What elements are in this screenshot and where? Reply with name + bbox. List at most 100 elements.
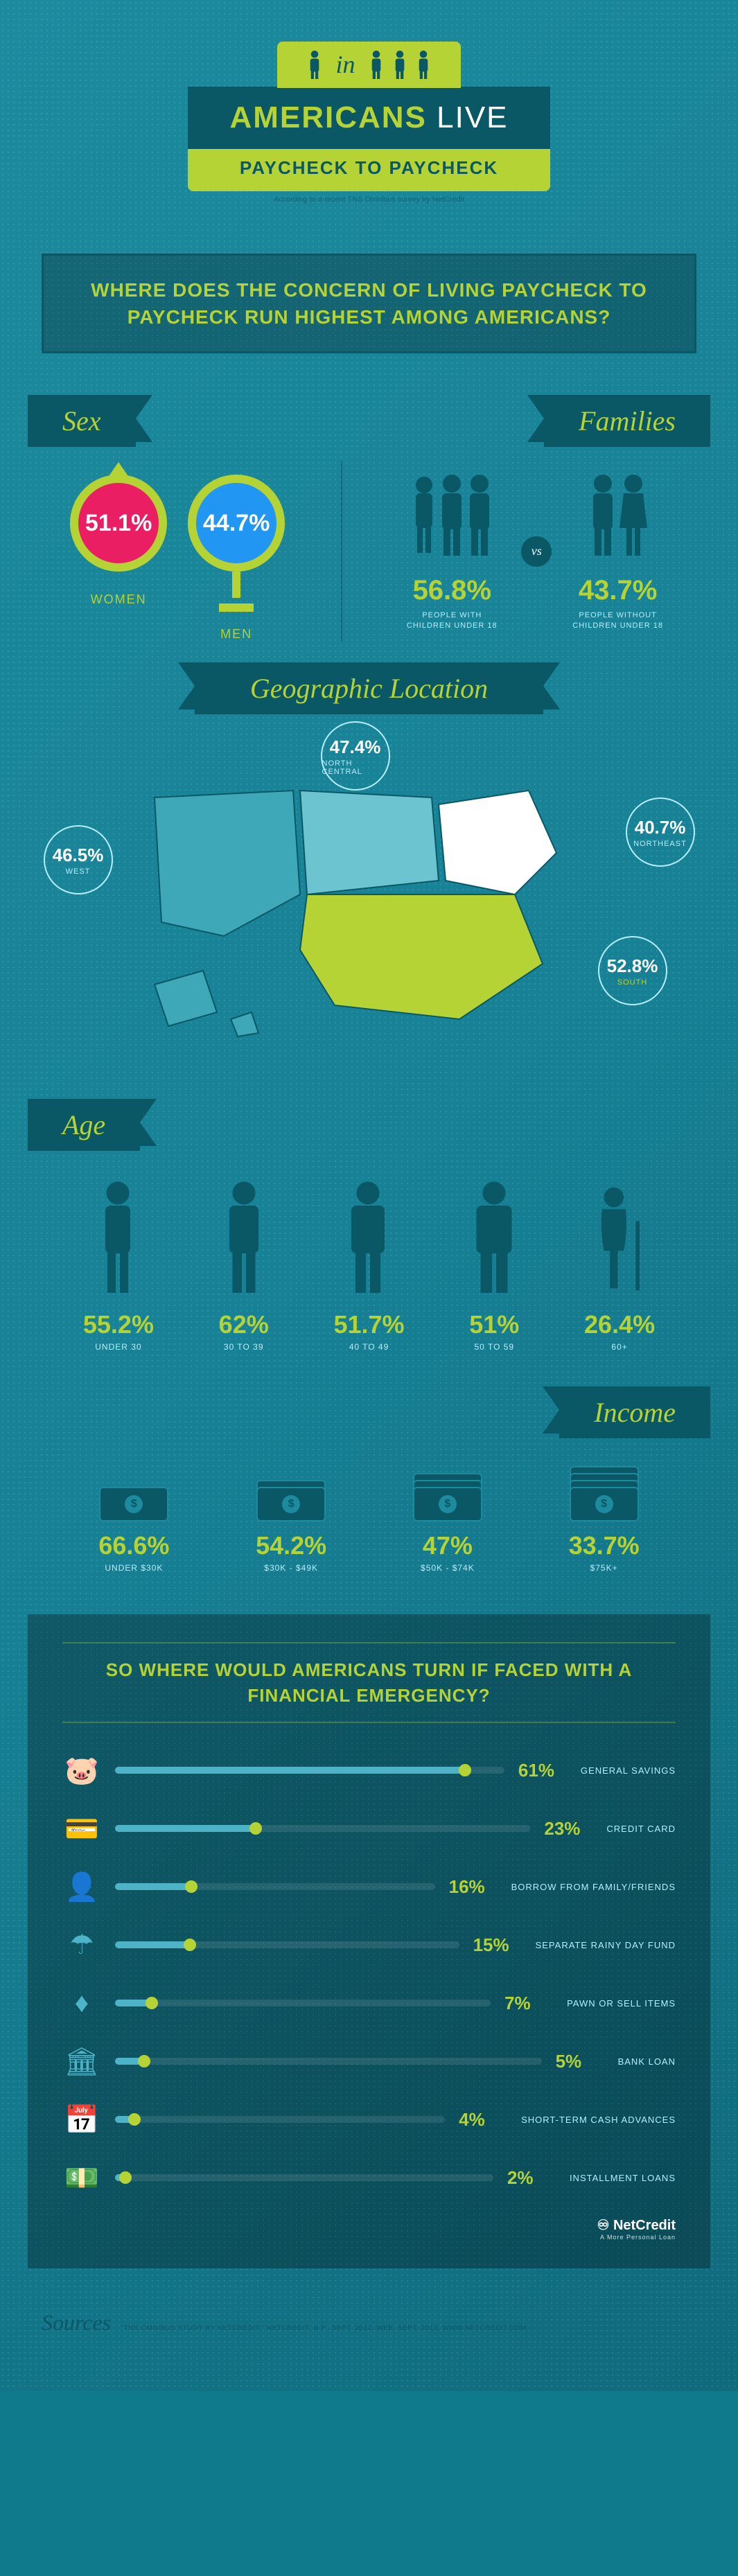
- age-item: 51% 50 TO 59: [459, 1179, 529, 1352]
- people-icons: in: [305, 50, 432, 79]
- person-icon: [390, 50, 410, 79]
- families-without-label: PEOPLE WITHOUTCHILDREN UNDER 18: [572, 610, 663, 632]
- badge-sub: PAYCHECK TO PAYCHECK: [188, 149, 550, 191]
- income-item: 33.7% $75K+: [569, 1466, 640, 1573]
- money-icon: [98, 1466, 169, 1521]
- bar-fill: [115, 2058, 145, 2065]
- bar-row: ♦ 7% PAWN OR SELL ITEMS: [62, 1984, 676, 2022]
- age-item: 26.4% 60+: [584, 1179, 655, 1352]
- usa-map: [127, 756, 612, 1047]
- couple-silhouette: [572, 471, 663, 568]
- bar-row: 📅 4% SHORT-TERM CASH ADVANCES: [62, 2100, 676, 2139]
- person-icon: [305, 50, 324, 79]
- bar-label: SHORT-TERM CASH ADVANCES: [521, 2115, 676, 2125]
- bar-pct: 16%: [449, 1876, 498, 1898]
- infographic-root: in AMERICANS LIVE PAYCHECK TO PAYCHECK A…: [0, 0, 738, 2391]
- calendar-icon: 📅: [62, 2100, 101, 2139]
- bar-pct: 15%: [473, 1934, 522, 1956]
- bar-track: [115, 2058, 542, 2065]
- bar-track: [115, 2116, 445, 2123]
- diamond-icon: ♦: [62, 1984, 101, 2022]
- section-families: Families: [544, 395, 710, 447]
- title-live: LIVE: [437, 100, 508, 134]
- sex-women: 51.1% WOMEN: [70, 475, 167, 642]
- bar-fill: [115, 2000, 152, 2006]
- bar-track: [115, 2000, 491, 2006]
- bar-track: [115, 1767, 504, 1774]
- content-wrap: in AMERICANS LIVE PAYCHECK TO PAYCHECK A…: [0, 0, 738, 2349]
- map-wrap: 46.5%WEST 47.4%NORTH CENTRAL 40.7%NORTHE…: [127, 756, 612, 1050]
- women-label: WOMEN: [70, 592, 167, 607]
- bar-label: SEPARATE RAINY DAY FUND: [536, 1940, 676, 1950]
- bar-label: BANK LOAN: [618, 2056, 676, 2067]
- umbrella-icon: ☂: [62, 1925, 101, 1964]
- bar-pct: 5%: [556, 2051, 604, 2072]
- person-icon: 👤: [62, 1867, 101, 1906]
- title-badge: in AMERICANS LIVE PAYCHECK TO PAYCHECK A…: [188, 42, 550, 204]
- income-item: 54.2% $30K - $49K: [256, 1466, 326, 1573]
- bar-fill: [115, 2116, 135, 2123]
- sex-block: 51.1% WOMEN 44.7% MEN: [42, 461, 313, 642]
- bar-row: 🐷61%GENERAL SAVINGS: [62, 1751, 676, 1790]
- bar-row: 👤 16% BORROW FROM FAMILY/FRIENDS: [62, 1867, 676, 1906]
- footer: Sources "TNS OMNIBUS STUDY BY NETCREDIT.…: [0, 2296, 738, 2349]
- families-block: 56.8% PEOPLE WITHCHILDREN UNDER 18 vs 43…: [370, 461, 696, 642]
- money-icon: [413, 1466, 482, 1521]
- emergency-section: SO WHERE WOULD AMERICANS TURN IF FACED W…: [28, 1614, 710, 2268]
- header: in AMERICANS LIVE PAYCHECK TO PAYCHECK A…: [0, 0, 738, 233]
- bar-track: [115, 1825, 530, 1832]
- sources-label: Sources: [42, 2310, 111, 2335]
- sex-families-row: Sex Families 51.1% WOMEN 44.7% MEN: [0, 374, 738, 642]
- women-circle: 51.1%: [70, 475, 167, 572]
- card-icon: 💳: [62, 1809, 101, 1848]
- bar-track: [115, 2174, 493, 2181]
- bar-row: ☂ 15% SEPARATE RAINY DAY FUND: [62, 1925, 676, 1964]
- divider: [341, 461, 342, 642]
- piggy-icon: 🐷: [62, 1751, 101, 1790]
- age-item: 62% 30 TO 39: [209, 1179, 279, 1352]
- income-item: 47% $50K - $74K: [413, 1466, 482, 1573]
- section-age: Age: [28, 1099, 140, 1151]
- badge-main: AMERICANS LIVE: [188, 87, 550, 149]
- callout-west: 46.5%WEST: [44, 825, 113, 894]
- bar-label: BORROW FROM FAMILY/FRIENDS: [511, 1882, 676, 1892]
- bar-pct: 23%: [544, 1818, 592, 1840]
- bar-pct: 7%: [504, 1993, 553, 2014]
- sex-men: 44.7% MEN: [188, 475, 285, 642]
- families-with: 56.8% PEOPLE WITHCHILDREN UNDER 18: [403, 471, 500, 632]
- section-geo: Geographic Location: [195, 662, 543, 714]
- age-row: 55.2% UNDER 30 62% 30 TO 39 51.7% 40 TO …: [0, 1165, 738, 1366]
- title-americans: AMERICANS: [229, 100, 426, 134]
- bar-fill: [115, 2174, 126, 2181]
- family-silhouette: [403, 471, 500, 568]
- families-without: 43.7% PEOPLE WITHOUTCHILDREN UNDER 18: [572, 471, 663, 632]
- age-item: 55.2% UNDER 30: [83, 1179, 154, 1352]
- callout-south: 52.8%SOUTH: [598, 936, 667, 1005]
- bar-pct: 2%: [507, 2167, 556, 2189]
- bank-icon: 🏛: [62, 2042, 101, 2081]
- bar-fill: [115, 1825, 256, 1832]
- bar-track: [115, 1883, 435, 1890]
- bar-pct: 61%: [518, 1760, 567, 1781]
- bar-row: 💵 2% INSTALLMENT LOANS: [62, 2158, 676, 2197]
- income-item: 66.6% UNDER $30K: [98, 1466, 169, 1573]
- cash-icon: 💵: [62, 2158, 101, 2197]
- men-label: MEN: [188, 627, 285, 642]
- person-icon: [414, 50, 433, 79]
- bar-label: PAWN OR SELL ITEMS: [567, 1998, 676, 2009]
- income-row: 66.6% UNDER $30K 54.2% $30K - $49K 47% $…: [0, 1452, 738, 1587]
- money-icon: [256, 1466, 326, 1521]
- brand-tagline: A More Personal Loan: [600, 2234, 676, 2241]
- brand-name: ♾ NetCredit: [597, 2216, 676, 2234]
- bar-label: INSTALLMENT LOANS: [570, 2173, 676, 2183]
- bars-container: 🐷61%GENERAL SAVINGS💳23%CREDIT CARD👤16%BO…: [62, 1751, 676, 2197]
- bar-row: 💳23%CREDIT CARD: [62, 1809, 676, 1848]
- section-income: Income: [559, 1386, 710, 1438]
- bar-fill: [115, 1767, 466, 1774]
- person-icon: [367, 50, 386, 79]
- bar-row: 🏛 5% BANK LOAN: [62, 2042, 676, 2081]
- map-section: 46.5%WEST 47.4%NORTH CENTRAL 40.7%NORTHE…: [0, 728, 738, 1078]
- families-with-label: PEOPLE WITHCHILDREN UNDER 18: [403, 610, 500, 632]
- brand-block: ♾ NetCredit A More Personal Loan: [62, 2216, 676, 2241]
- bar-pct: 4%: [459, 2109, 507, 2131]
